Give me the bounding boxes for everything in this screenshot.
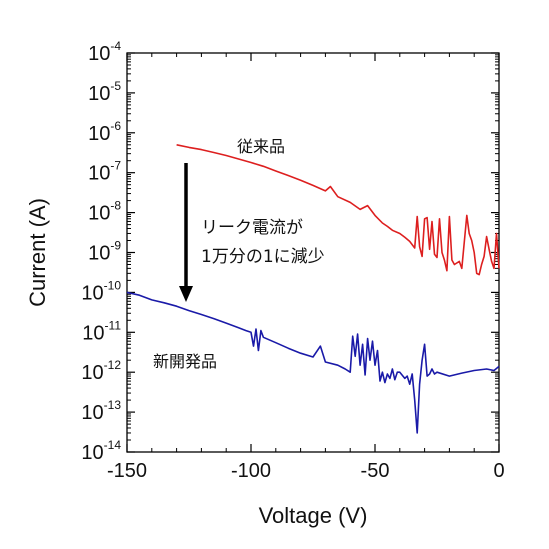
- y-tick-label: 10-6: [88, 119, 121, 145]
- y-tick-label: 10-7: [88, 159, 121, 185]
- x-tick-label: -150: [107, 460, 147, 482]
- y-tick-label: 10-12: [81, 358, 121, 384]
- y-tick-exponent: -12: [104, 358, 122, 372]
- y-tick-base: 10: [82, 322, 104, 344]
- y-tick-base: 10: [81, 282, 103, 304]
- y-tick-label: 10-11: [82, 318, 121, 344]
- y-tick-base: 10: [88, 163, 110, 185]
- axis-ticks: [126, 52, 500, 453]
- y-tick-base: 10: [81, 442, 103, 464]
- y-tick-exponent: -14: [104, 438, 122, 452]
- y-tick-base: 10: [81, 402, 103, 424]
- y-tick-label: 10-5: [88, 79, 121, 105]
- x-tick-labels: -150 -100 -50 0: [107, 460, 505, 482]
- y-tick-exponent: -6: [110, 119, 121, 133]
- series-layer: [126, 144, 500, 434]
- y-tick-labels: 10-410-510-610-710-810-910-1010-1110-121…: [81, 39, 121, 464]
- label-new-product: 新開発品: [153, 352, 217, 371]
- y-tick-label: 10-4: [88, 39, 121, 65]
- y-tick-base: 10: [81, 362, 103, 384]
- arrow-text-line2: 1万分の1に減少: [201, 247, 325, 267]
- y-axis-title: Current (A): [25, 198, 50, 307]
- y-tick-label: 10-13: [81, 398, 121, 424]
- series-line-conventional: [176, 144, 500, 276]
- arrow-text-line1: リーク電流が: [201, 218, 303, 238]
- x-tick-label: 0: [493, 460, 504, 482]
- y-tick-label: 10-9: [88, 239, 121, 265]
- y-tick-exponent: -10: [104, 278, 122, 292]
- label-conventional-product: 従来品: [237, 137, 285, 156]
- series-line-new: [126, 291, 500, 434]
- y-tick-base: 10: [88, 243, 110, 265]
- y-tick-label: 10-8: [88, 199, 121, 225]
- y-tick-exponent: -13: [104, 398, 122, 412]
- y-tick-exponent: -11: [105, 318, 122, 332]
- y-tick-base: 10: [88, 43, 110, 65]
- y-tick-exponent: -7: [110, 159, 121, 173]
- y-tick-exponent: -4: [110, 39, 121, 53]
- y-tick-base: 10: [88, 83, 110, 105]
- y-tick-base: 10: [88, 203, 110, 225]
- y-tick-exponent: -5: [110, 79, 121, 93]
- x-tick-label: -50: [361, 460, 390, 482]
- x-axis-title: Voltage (V): [259, 503, 368, 528]
- x-tick-label: -100: [231, 460, 271, 482]
- reduction-arrow-head: [179, 286, 193, 302]
- y-tick-label: 10-10: [81, 278, 121, 304]
- y-tick-exponent: -8: [110, 199, 121, 213]
- y-tick-label: 10-14: [81, 438, 121, 464]
- y-tick-exponent: -9: [110, 239, 121, 253]
- y-tick-base: 10: [88, 123, 110, 145]
